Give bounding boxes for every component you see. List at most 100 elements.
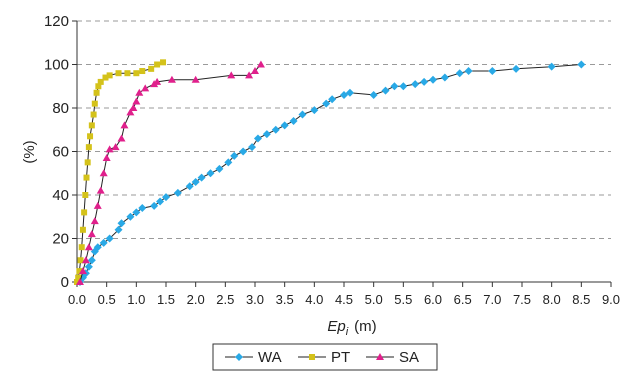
x-tick-labels: 0.0 0.5 1.0 1.5 2.0 2.5 3.0 3.5 4.0 4.5 5.0 5.5 6.0 6… xyxy=(68,292,620,307)
data-point-wa-29 xyxy=(271,125,280,134)
data-point-pt-20 xyxy=(115,70,122,77)
data-point-sa-25 xyxy=(251,67,259,75)
legend-marker-sa xyxy=(376,353,384,360)
data-point-wa-19 xyxy=(191,177,200,186)
y-tick-label-40: 40 xyxy=(52,187,69,204)
y-tick-label-60: 60 xyxy=(52,144,69,161)
data-point-wa-50 xyxy=(547,62,556,71)
data-point-sa-20 xyxy=(153,77,162,85)
data-point-sa-18 xyxy=(141,84,150,92)
data-point-wa-24 xyxy=(230,151,239,160)
data-point-wa-4 xyxy=(87,256,96,265)
x-tick-label-8.5: 8.5 xyxy=(572,292,590,307)
data-point-wa-14 xyxy=(150,201,159,210)
x-axis-label-main: Ep xyxy=(327,318,345,335)
x-tick-label-6.5: 6.5 xyxy=(454,292,472,307)
data-point-wa-23 xyxy=(224,158,233,167)
data-point-wa-45 xyxy=(440,73,449,82)
data-point-wa-36 xyxy=(340,90,348,99)
data-point-wa-9 xyxy=(114,225,123,234)
data-point-sa-21 xyxy=(167,75,176,83)
series-sa xyxy=(75,60,265,285)
data-point-wa-20 xyxy=(197,173,206,182)
series-line-wa xyxy=(79,64,582,283)
data-point-wa-43 xyxy=(420,77,429,86)
data-point-wa-39 xyxy=(381,86,390,95)
data-point-pt-19 xyxy=(106,72,113,79)
x-tick-label-9.0: 9.0 xyxy=(602,292,620,307)
data-point-sa-15 xyxy=(129,104,138,111)
data-point-sa-10 xyxy=(105,145,114,153)
data-point-wa-46 xyxy=(455,69,464,78)
data-point-wa-11 xyxy=(126,212,135,221)
legend: WA PT SA xyxy=(212,343,438,371)
data-point-wa-16 xyxy=(162,193,170,202)
data-point-sa-1 xyxy=(78,267,87,275)
x-axis-label-unit: (m) xyxy=(354,318,377,335)
data-point-pt-25 xyxy=(154,61,161,68)
data-point-pt-12 xyxy=(88,122,95,129)
data-point-pt-5 xyxy=(79,226,86,233)
data-point-wa-30 xyxy=(280,121,289,130)
data-point-wa-10 xyxy=(117,219,126,228)
x-tick-label-1.0: 1.0 xyxy=(127,292,145,307)
data-point-pt-24 xyxy=(148,65,155,72)
data-point-pt-23 xyxy=(139,68,146,75)
x-axis-label: Epi (m) xyxy=(327,318,376,338)
data-point-sa-0 xyxy=(75,278,84,285)
data-point-wa-18 xyxy=(185,182,194,191)
series-group xyxy=(74,59,586,286)
x-tick-label-6.0: 6.0 xyxy=(424,292,442,307)
data-point-wa-35 xyxy=(328,95,337,104)
data-point-sa-6 xyxy=(93,201,102,209)
x-tick-label-5.0: 5.0 xyxy=(365,292,383,307)
data-point-sa-22 xyxy=(191,75,200,83)
x-tick-label-2.5: 2.5 xyxy=(216,292,234,307)
data-point-sa-7 xyxy=(96,186,105,194)
data-point-sa-13 xyxy=(120,121,129,129)
y-tick-labels: 0 20 40 60 80 100 120 xyxy=(44,13,69,291)
data-point-pt-22 xyxy=(133,70,140,77)
data-point-wa-48 xyxy=(488,67,497,76)
legend-label-wa: WA xyxy=(258,349,282,366)
y-tick-label-120: 120 xyxy=(44,13,69,30)
data-point-wa-7 xyxy=(99,238,108,247)
x-tick-label-7.5: 7.5 xyxy=(513,292,531,307)
data-point-sa-26 xyxy=(256,60,265,68)
y-tick-label-0: 0 xyxy=(61,274,69,291)
x-tick-label-0.0: 0.0 xyxy=(68,292,86,307)
x-tick-label-1.5: 1.5 xyxy=(157,292,175,307)
data-point-sa-8 xyxy=(99,169,108,177)
data-point-sa-2 xyxy=(81,256,90,264)
data-point-wa-32 xyxy=(298,110,307,119)
data-point-pt-13 xyxy=(90,111,97,118)
data-point-pt-2 xyxy=(76,268,83,275)
data-point-pt-8 xyxy=(83,174,90,181)
x-tick-label-4.0: 4.0 xyxy=(305,292,323,307)
data-point-wa-13 xyxy=(138,204,147,213)
data-point-sa-4 xyxy=(87,230,96,238)
data-point-wa-44 xyxy=(429,75,437,84)
legend-marker-pt xyxy=(309,354,315,360)
data-point-pt-11 xyxy=(87,133,94,140)
data-point-pt-10 xyxy=(85,144,92,151)
data-point-sa-12 xyxy=(117,134,126,142)
data-point-wa-6 xyxy=(93,243,102,252)
x-tick-label-7.0: 7.0 xyxy=(483,292,501,307)
x-tick-label-3.0: 3.0 xyxy=(246,292,264,307)
data-point-pt-21 xyxy=(124,70,131,77)
x-tick-label-3.5: 3.5 xyxy=(276,292,294,307)
data-point-sa-14 xyxy=(126,108,135,116)
data-point-pt-6 xyxy=(81,209,88,216)
x-tick-label-5.5: 5.5 xyxy=(394,292,412,307)
y-tick-label-80: 80 xyxy=(52,100,69,117)
data-point-pt-18 xyxy=(102,74,109,81)
data-point-wa-33 xyxy=(310,106,319,115)
x-tick-label-2.0: 2.0 xyxy=(187,292,205,307)
data-point-pt-14 xyxy=(91,100,98,107)
data-point-wa-15 xyxy=(156,197,165,206)
x-tick-label-4.5: 4.5 xyxy=(335,292,353,307)
data-point-pt-9 xyxy=(84,159,91,166)
grid-lines xyxy=(77,20,611,239)
